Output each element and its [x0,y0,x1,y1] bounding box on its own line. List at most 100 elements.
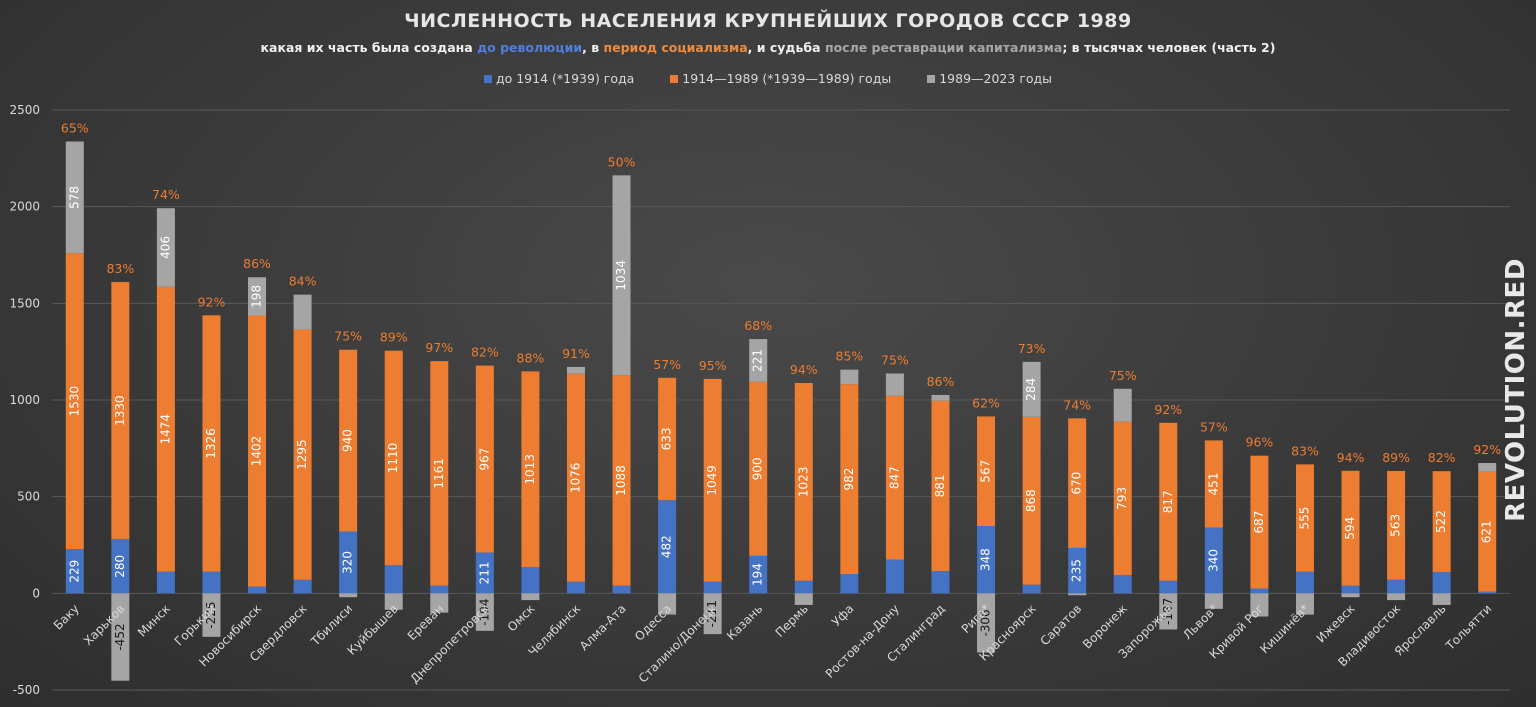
data-label-post-1989: -194 [477,598,491,625]
bar-socialism [885,395,904,560]
bar-socialism [1478,471,1497,592]
bar-post-1989 [658,593,677,615]
bar-pre-1914 [521,567,540,594]
bar-pre-1914 [384,565,403,594]
bar-post-1989 [293,294,312,330]
bar-socialism [840,384,859,574]
bar-pre-1914 [475,552,494,594]
category-label: Минск [135,602,173,640]
category-label: Баку [51,602,82,633]
bar-pre-1914 [1159,580,1178,594]
data-label-socialism: 1295 [295,439,309,470]
percent-label: 92% [1473,442,1501,457]
percent-label: 97% [425,340,453,355]
bar-post-1989 [566,366,585,374]
bar-pre-1914 [977,526,996,594]
legend-swatch-pre-1914 [483,75,492,83]
category-label: Казань [724,602,765,643]
chart-subtitle: какая их часть была создана до революции… [0,40,1536,55]
y-tick-label: -500 [13,683,40,697]
bar-pre-1914 [1204,527,1223,594]
data-label-pre-1914: 280 [113,555,127,578]
data-label-socialism: 1326 [204,428,218,459]
bar-socialism [1113,421,1132,575]
bar-pre-1914 [202,571,221,594]
bar-pre-1914 [931,571,950,594]
bar-post-1989 [248,277,267,316]
data-label-post-1989: -225 [204,601,218,628]
bar-pre-1914 [339,531,358,594]
bar-pre-1914 [1341,585,1360,594]
data-label-post-1989: 221 [751,349,765,372]
bar-pre-1914 [430,585,449,594]
bar-socialism [1250,455,1269,589]
bar-pre-1914 [612,585,631,594]
data-label-socialism: 793 [1115,487,1129,510]
bar-socialism [430,361,449,586]
data-label-socialism: 633 [660,428,674,451]
bar-pre-1914 [885,559,904,594]
legend-label-socialism: 1914—1989 (*1939—1989) годы [682,71,892,86]
subtitle-part-7: ; в тысячах человек (часть 2) [1062,40,1276,55]
bar-socialism [1068,418,1087,548]
bar-pre-1914 [1387,579,1406,594]
data-label-pre-1914: 320 [341,551,355,574]
bar-post-1989 [885,373,904,396]
bar-post-1989 [749,339,768,382]
bar-socialism [566,373,585,582]
percent-label: 92% [1154,402,1182,417]
data-label-post-1989: 1034 [614,260,628,291]
data-label-socialism: 621 [1480,520,1494,543]
bar-post-1989 [794,593,813,605]
percent-label: 75% [881,353,909,368]
y-tick-label: 1000 [9,393,40,407]
data-label-post-1989: -306 [979,609,993,636]
data-label-socialism: 900 [751,457,765,480]
legend-label-post-1989: 1989—2023 годы [939,71,1053,86]
data-label-socialism: 1161 [432,458,446,489]
bar-pre-1914 [1113,574,1132,594]
category-label: Тольятти [1442,602,1494,654]
bar-post-1989 [1387,593,1406,601]
bar-post-1989 [521,593,540,601]
data-label-pre-1914: 194 [751,563,765,586]
subtitle-part-5: , и судьба [747,40,825,55]
bar-pre-1914 [1478,591,1497,594]
y-tick-label: 2000 [9,200,40,214]
percent-label: 68% [744,318,772,333]
data-label-socialism: 940 [341,429,355,452]
data-label-socialism: 567 [979,460,993,483]
percent-label: 74% [152,187,180,202]
y-tick-label: 0 [32,586,40,600]
bar-pre-1914 [749,555,768,594]
bar-pre-1914 [1068,547,1087,594]
data-label-post-1989: -211 [705,600,719,627]
data-label-post-1989: 406 [158,236,172,259]
data-label-socialism: 817 [1161,490,1175,513]
bar-socialism [384,350,403,566]
data-label-pre-1914: 348 [979,548,993,571]
bar-post-1989 [977,593,996,653]
data-label-socialism: 967 [477,448,491,471]
bar-pre-1914 [111,539,130,594]
data-label-socialism: 1076 [568,462,582,493]
data-label-socialism: 1402 [250,436,264,467]
bar-post-1989 [1113,388,1132,422]
data-label-socialism: 670 [1070,472,1084,495]
bar-post-1989 [430,593,449,613]
bar-post-1989 [156,208,175,287]
data-label-socialism: 847 [887,466,901,489]
percent-label: 83% [106,261,134,276]
percent-label: 92% [198,294,226,309]
bar-socialism [111,282,130,540]
bar-pre-1914 [658,500,677,594]
bar-pre-1914 [794,580,813,594]
legend-label-pre-1914: до 1914 (*1939) года [495,71,635,86]
bar-post-1989 [339,593,358,598]
percent-label: 75% [334,329,362,344]
bar-socialism [1432,471,1451,573]
percent-label: 57% [653,357,681,372]
data-label-post-1989: 198 [250,285,264,308]
bar-pre-1914 [840,574,859,594]
bar-socialism [1387,470,1406,580]
